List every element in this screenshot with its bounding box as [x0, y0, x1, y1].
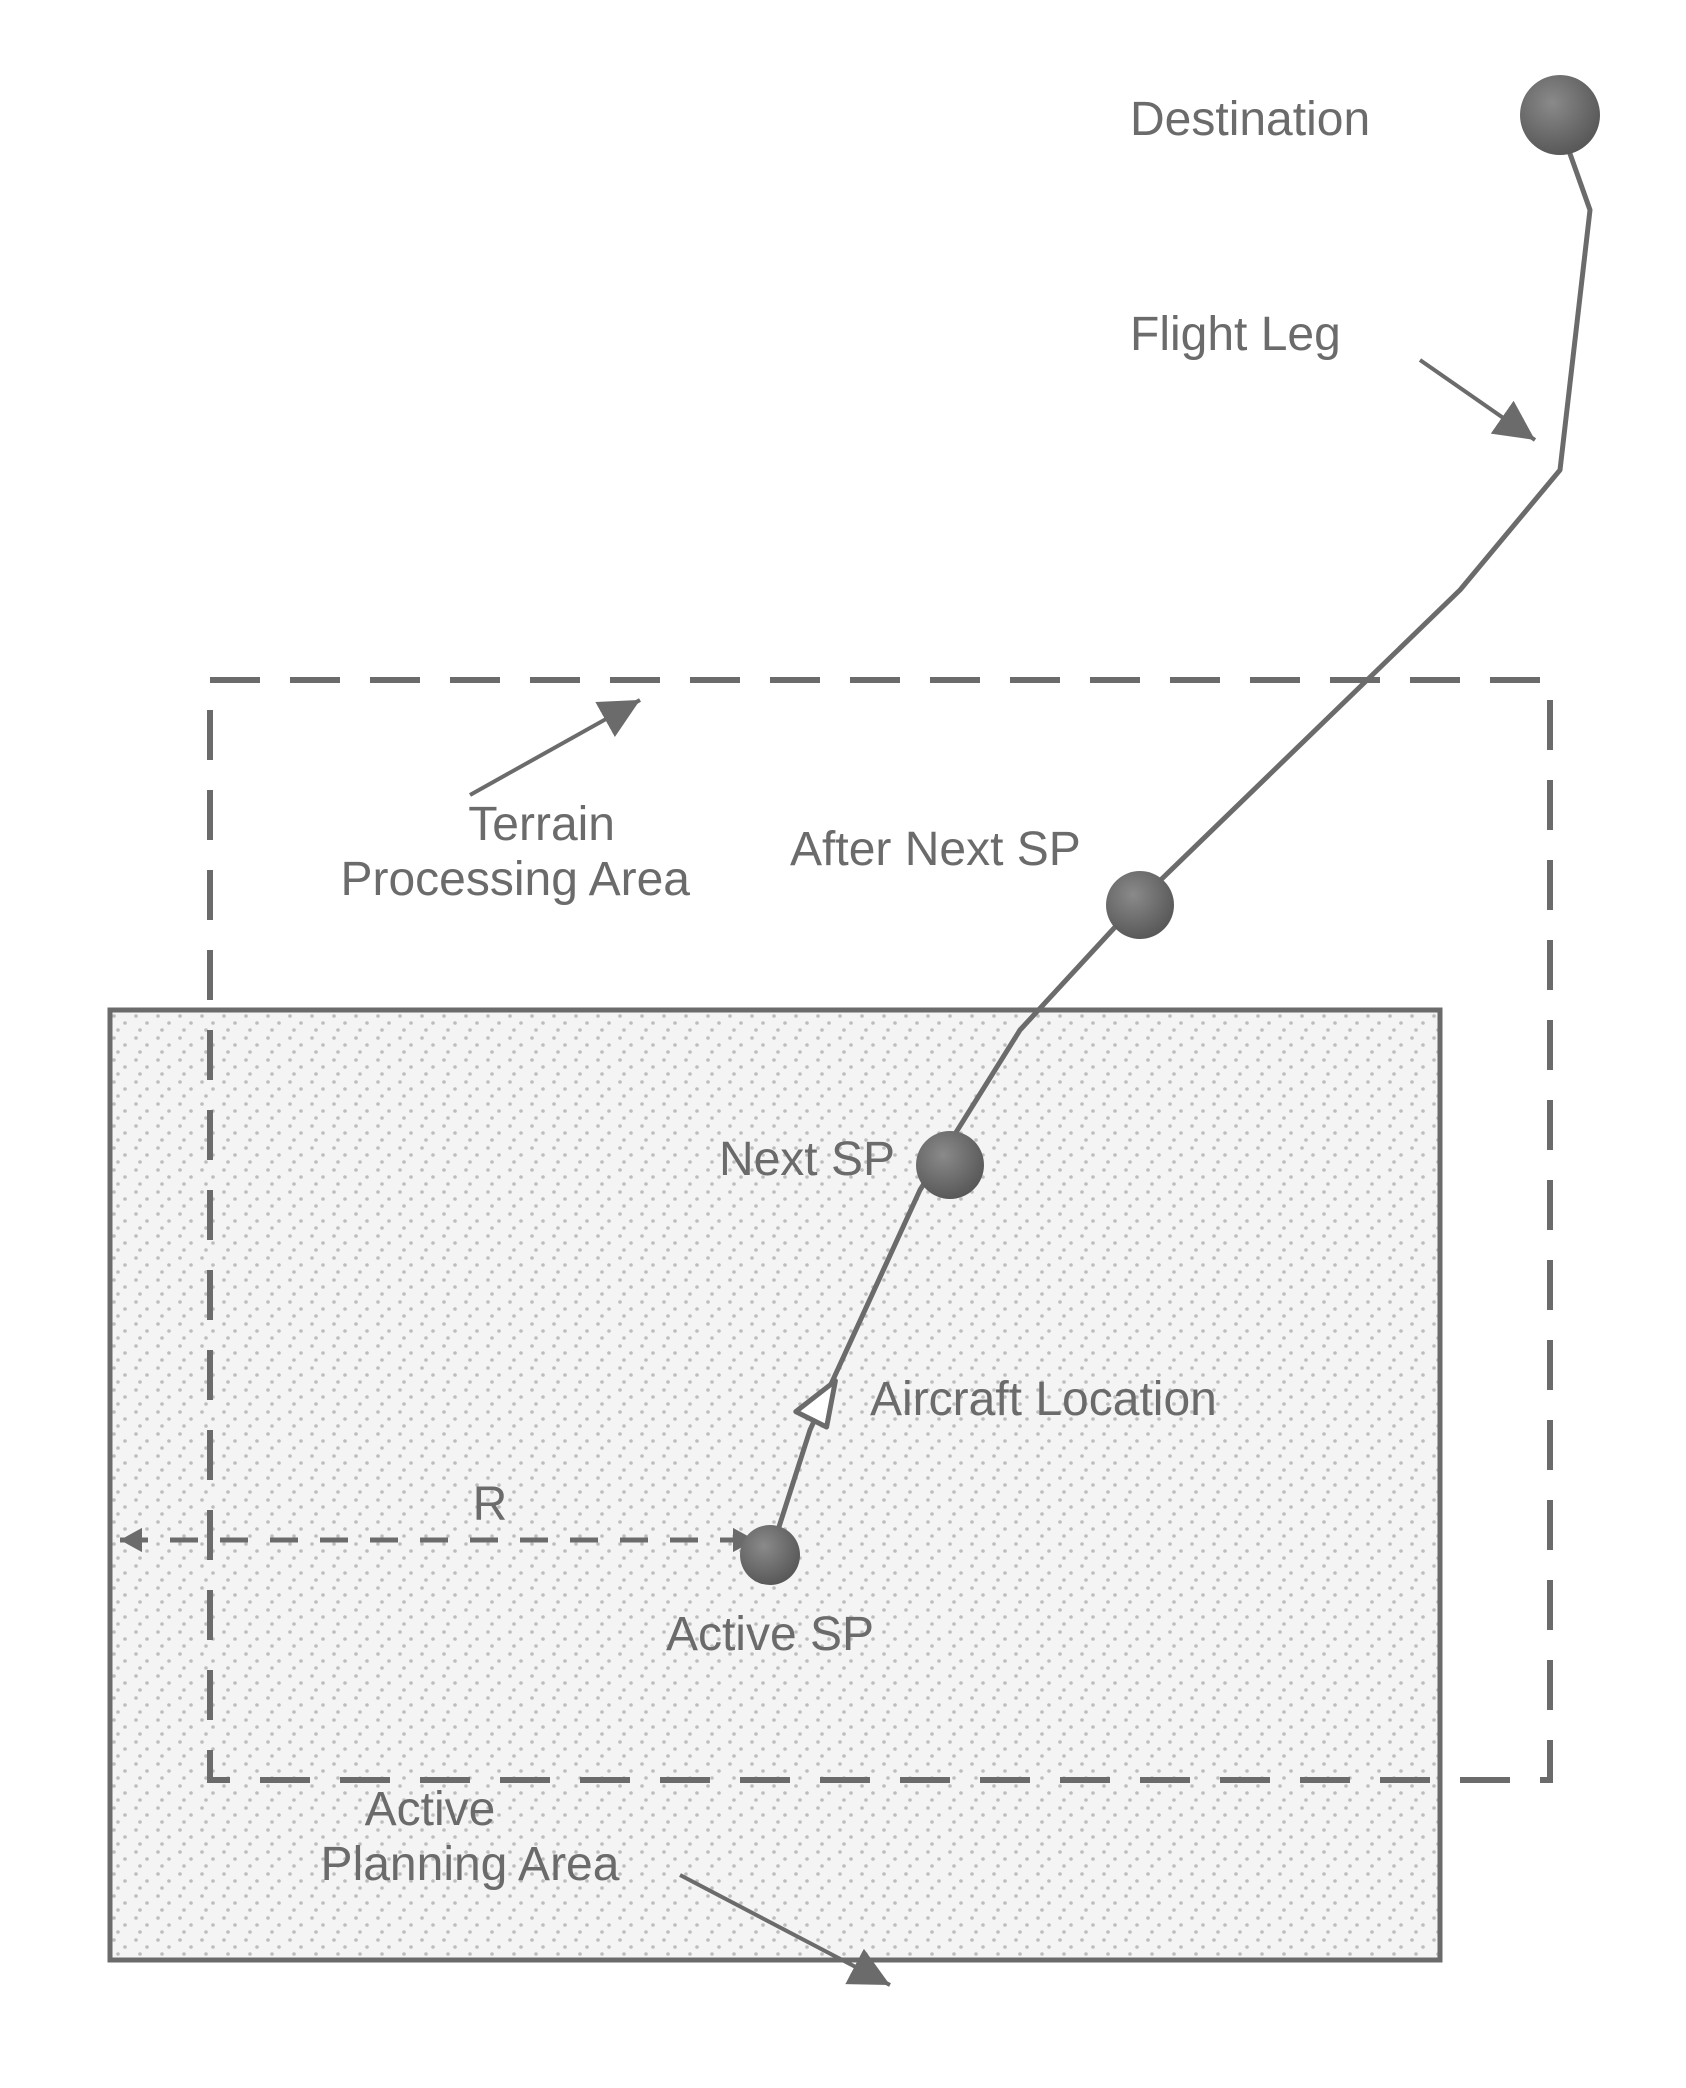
- next-sp-label: Next SP: [719, 1133, 895, 1186]
- flight-leg-label: Flight Leg: [1130, 308, 1341, 361]
- active-area-label-line2: Planning Area: [321, 1838, 620, 1891]
- terrain-label-line1: Terrain: [468, 798, 615, 851]
- destination-node: [1520, 75, 1600, 155]
- active-sp-label: Active SP: [666, 1608, 874, 1661]
- destination-label: Destination: [1130, 93, 1370, 146]
- flight-plan-diagram: Destination Flight Leg After Next SP Ter…: [0, 0, 1686, 2088]
- active-sp-node: [740, 1525, 800, 1585]
- after-next-sp-node: [1106, 871, 1174, 939]
- next-sp-node: [916, 1131, 984, 1199]
- flight-leg-leader: [1420, 360, 1535, 440]
- terrain-leader: [470, 700, 640, 795]
- active-area-label-line1: Active: [365, 1783, 496, 1836]
- terrain-label-line2: Processing Area: [340, 853, 690, 906]
- r-label: R: [473, 1478, 508, 1531]
- after-next-sp-label: After Next SP: [790, 823, 1081, 876]
- aircraft-location-label: Aircraft Location: [870, 1373, 1217, 1426]
